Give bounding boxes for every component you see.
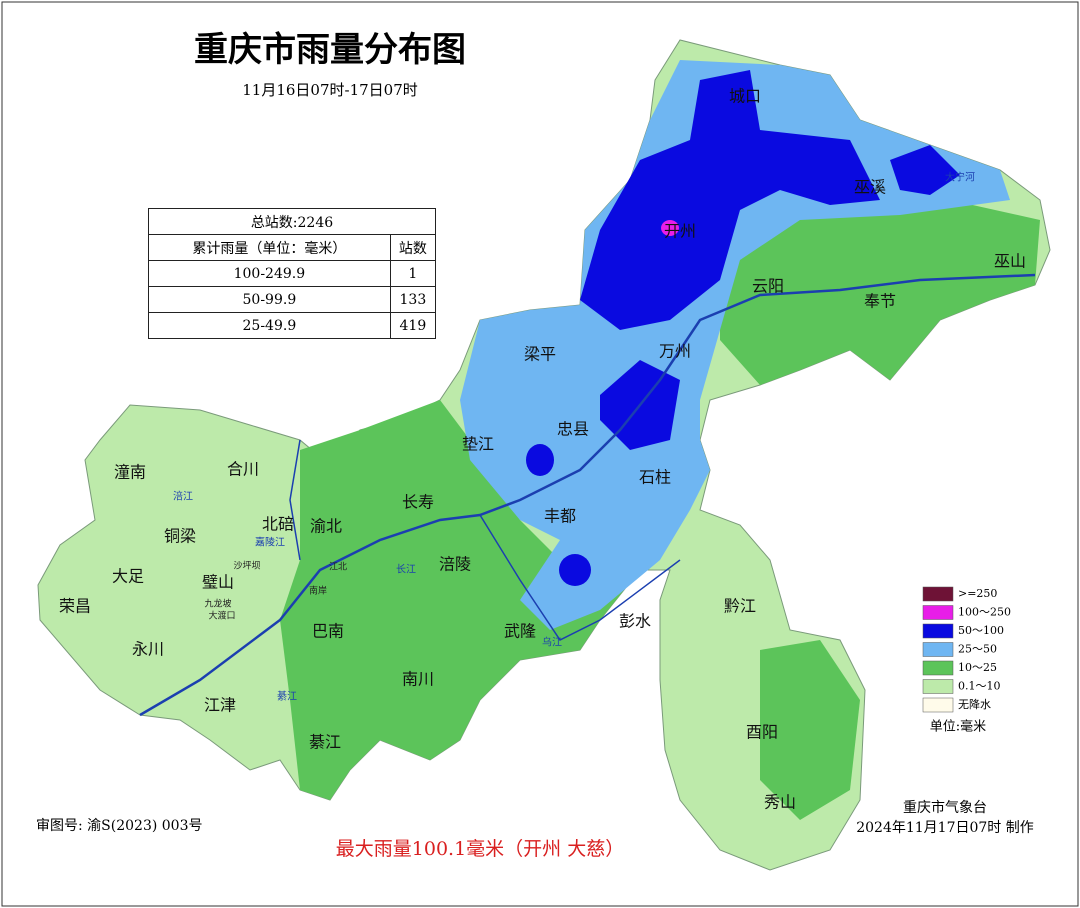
river-label: 长江 (396, 564, 416, 576)
district-label: 南川 (402, 670, 434, 689)
river-label: 乌江 (542, 636, 562, 649)
legend-label: 100～250 (958, 606, 1011, 619)
legend-swatch (922, 586, 954, 602)
district-label: 大渡口 (208, 610, 235, 622)
legend: >=250 100～250 50～100 25～50 10～25 0.1～10 无降水 (922, 586, 1011, 713)
approval-number: 审图号: 渝S(2023) 003号 (36, 818, 202, 834)
legend-swatch (922, 697, 954, 713)
district-label: 綦江 (309, 733, 341, 752)
issue-time: 2024年11月17日07时 制作 (856, 820, 1034, 836)
legend-swatch (922, 642, 954, 657)
legend-label: 0.1～10 (958, 680, 1001, 693)
river-label: 嘉陵江 (255, 536, 285, 549)
district-label: 沙坪坝 (233, 561, 260, 572)
territory (37, 39, 1051, 871)
river-label: 綦江 (277, 690, 297, 703)
district-label: 巫溪 (854, 178, 886, 197)
title: 重庆市雨量分布图 (194, 30, 466, 70)
legend-unit: 单位:毫米 (930, 719, 986, 735)
district-label: 潼南 (114, 463, 146, 482)
district-label: 九龙坡 (204, 598, 231, 610)
district-label: 开州 (664, 222, 696, 241)
district-label: 荣昌 (59, 597, 91, 616)
river-label: 涪江 (173, 490, 193, 503)
table-cell: 419 (389, 312, 437, 339)
district-label: 酉阳 (746, 723, 778, 742)
table-cell: 1 (389, 260, 437, 287)
max-rainfall: 最大雨量100.1毫米（开州 大慈） (336, 838, 624, 860)
district-label: 垫江 (462, 435, 494, 454)
district-label: 奉节 (864, 292, 896, 311)
table-cell: 25-49.9 (148, 312, 391, 339)
district-label: 合川 (227, 460, 259, 479)
legend-swatch (922, 660, 954, 676)
district-label: 巫山 (994, 252, 1026, 271)
legend-swatch (922, 605, 954, 620)
district-label: 城口 (729, 87, 761, 106)
legend-swatch (922, 623, 954, 639)
legend-label: >=250 (958, 587, 997, 600)
district-label: 铜梁 (164, 527, 196, 546)
river-label: 大宁河 (945, 171, 975, 184)
district-label: 江津 (204, 696, 236, 715)
table-cell: 100-249.9 (148, 260, 391, 287)
district-label: 云阳 (752, 277, 784, 296)
district-label: 北碚 (262, 515, 294, 534)
district-label: 渝北 (310, 517, 342, 536)
legend-label: 无降水 (958, 697, 991, 711)
station-table: 总站数:2246 累计雨量（单位：毫米） 站数 100-249.9 1 50-99.… (148, 208, 437, 339)
district-label: 黔江 (724, 597, 756, 616)
district-label: 大足 (112, 567, 144, 586)
agency: 重庆市气象台 (903, 799, 987, 816)
district-label: 巴南 (312, 622, 344, 641)
district-label: 涪陵 (439, 555, 471, 574)
district-label: 长寿 (402, 493, 434, 512)
district-label: 秀山 (764, 793, 796, 812)
legend-label: 10～25 (958, 661, 997, 674)
legend-swatch (922, 679, 954, 694)
district-label: 江北 (329, 562, 347, 573)
district-label: 梁平 (524, 345, 556, 364)
district-label: 永川 (132, 640, 164, 659)
district-label: 南岸 (309, 585, 327, 597)
district-label: 武隆 (504, 622, 536, 641)
district-label: 璧山 (202, 573, 234, 592)
legend-label: 25～50 (958, 643, 997, 656)
table-cell: 133 (389, 286, 437, 313)
legend-label: 50～100 (958, 624, 1004, 637)
table-header: 站数 (389, 234, 437, 261)
table-cell: 50-99.9 (148, 286, 391, 313)
district-label: 丰都 (544, 507, 576, 526)
district-label: 忠县 (557, 420, 589, 439)
district-label: 彭水 (619, 612, 651, 631)
table-header: 累计雨量（单位：毫米） (148, 234, 391, 261)
district-label: 万州 (659, 342, 691, 361)
district-label: 石柱 (639, 468, 671, 487)
table-caption: 总站数:2246 (148, 208, 436, 235)
subtitle: 11月16日07时-17日07时 (242, 81, 418, 99)
